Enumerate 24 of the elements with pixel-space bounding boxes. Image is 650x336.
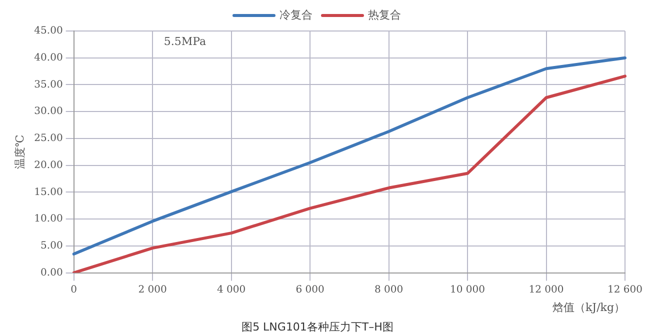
x-tick-label: 6 000 <box>296 284 324 296</box>
x-tick-label: 10 000 <box>450 284 486 296</box>
x-tick-label: 8 000 <box>374 284 404 296</box>
y-tick-label: 30.00 <box>34 106 63 118</box>
annotation: 5.5MPa <box>164 35 206 48</box>
x-tick-label: 2 000 <box>138 284 167 296</box>
x-tick-label: 0 <box>70 284 78 296</box>
legend-label: 热复合 <box>368 8 401 22</box>
x-axis-title: 焓值（kJ/kg） <box>552 300 625 314</box>
legend-label: 冷复合 <box>280 8 312 22</box>
y-tick-label: 15.00 <box>34 186 63 198</box>
x-tick-label: 12 600 <box>608 284 642 296</box>
y-tick-label: 0.00 <box>40 267 63 278</box>
x-tick-label: 12 000 <box>528 284 564 296</box>
y-tick-label: 25.00 <box>34 133 63 144</box>
x-tick-label: 4 000 <box>216 284 246 296</box>
y-tick-label: 40.00 <box>34 52 63 64</box>
y-tick-label: 10.00 <box>34 214 63 225</box>
y-tick-label: 20.00 <box>34 160 63 171</box>
y-tick-label: 5.00 <box>40 240 63 252</box>
y-tick-label: 35.00 <box>34 79 63 90</box>
y-tick-label: 45.00 <box>34 26 63 37</box>
text: 图5 LNG101各种压力下T–H图 <box>242 320 394 334</box>
y-axis-title: 温度℃ <box>13 134 26 170</box>
